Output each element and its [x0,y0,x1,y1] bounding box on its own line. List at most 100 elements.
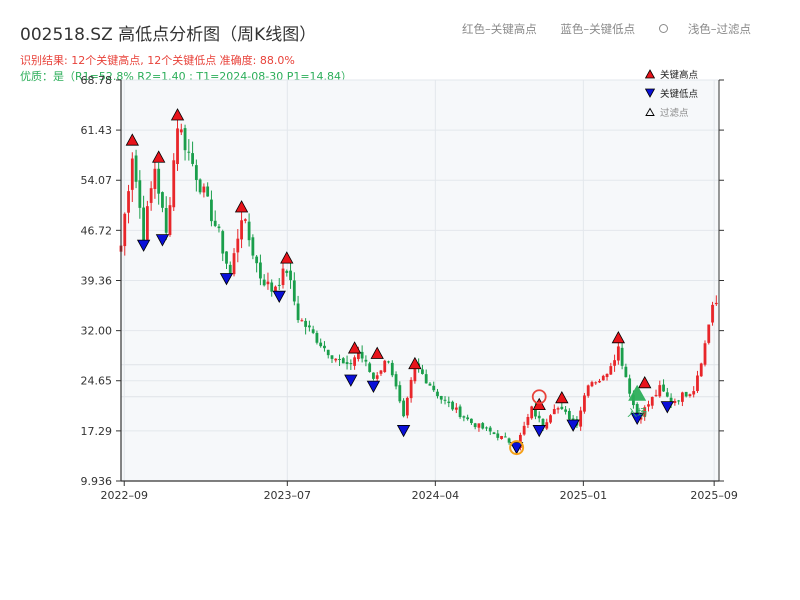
candle-body [530,406,534,419]
x-tick-label: 2025–01 [560,489,608,502]
candle-body [213,220,217,226]
candle-body [307,325,311,328]
y-tick-label: 61.43 [81,124,113,137]
candle-body [338,358,341,360]
candle-body [424,374,428,384]
candle-body [669,397,673,404]
candle-body [714,302,718,305]
candle-body [628,378,632,394]
x-tick-label: 2024–04 [412,489,460,502]
grid-lines [121,79,719,482]
color-legend: 红色–关键高点 蓝色–关键低点 浅色–过滤点 [462,21,771,37]
candle-body [647,404,650,407]
candle-body [583,395,586,412]
candle-body [390,362,394,376]
candle-body [677,400,681,402]
x-tick-label: 2022–09 [100,489,148,502]
candle-body [255,256,259,264]
candle-body [613,360,616,366]
key-low-marker [344,374,358,387]
key-high-marker [170,108,185,121]
candle-body [639,417,643,420]
key-low-marker [366,380,381,393]
candle-body [243,219,247,221]
filter-triangle-icon [645,107,655,116]
candle-body [526,416,530,425]
candle-body [292,280,296,302]
candle-body [635,404,639,420]
candle-body [684,391,688,397]
candle-body [696,375,699,392]
candle-body [164,208,168,233]
key-high-marker [280,251,294,264]
candle-body [387,361,390,363]
candle-body [522,425,526,435]
candle-body [665,392,669,397]
candle-body [503,436,507,438]
candle-body [405,397,409,416]
candle-body [259,262,262,279]
candle-body [436,391,439,397]
key-low-marker [136,239,151,252]
candle-body [360,351,364,359]
key-low-marker [396,425,411,438]
candle-body [319,342,323,347]
candle-body [191,153,194,164]
candle-body [251,237,255,256]
candle-body [556,408,560,410]
candle-body [488,427,492,432]
candle-body [658,385,662,397]
candle-body [447,401,451,404]
candle-body [643,407,647,417]
axes: 9.936 17.29 24.65 32.00 39.36 46.72 54.07 61.43… [81,74,738,502]
candle-body [315,332,319,343]
entry-triangle [628,384,647,401]
candle-body [345,362,349,365]
candle-body [413,362,417,382]
candle-body [560,406,564,410]
candle-body [492,432,496,435]
legend-blue-label: 蓝色–关键低点 [560,22,636,36]
candle-body [330,355,334,359]
candle-body [183,128,187,151]
candle-body [421,369,424,374]
x-tick-label: 2025–09 [690,489,738,502]
candle-body [375,375,379,379]
candle-body [326,349,330,356]
candle-body [228,264,232,276]
light-circle-icon [658,24,668,33]
candle-body [650,396,654,406]
candle-body [477,423,481,428]
candle-body [372,372,375,379]
candle-body [364,359,368,362]
candle-body [439,395,443,400]
candle-body [176,128,179,165]
candle-body [210,199,213,222]
legend-light-label: 浅色–过滤点 [658,22,771,36]
key-low-marker [660,401,675,414]
candle-body [673,400,677,404]
candle-body [552,409,556,415]
y-tick-label: 32.00 [81,325,113,338]
key-low-marker [155,234,170,247]
candle-body [428,383,432,386]
key-high-marker [234,200,249,213]
candle-body [451,401,454,410]
candle-body [601,375,605,381]
candle-body [616,346,620,361]
key-high-marker [125,133,139,146]
marker-legend: 关键高点 关键低点 过滤点 [644,66,698,123]
candle-body [394,374,398,387]
candle-body [206,186,210,197]
key-high-marker [555,390,569,404]
result-summary: 识别结果: 12个关键高点, 12个关键低点 准确度: 88.0% [20,54,295,67]
candle-body [134,155,138,182]
candle-body [285,270,289,273]
candle-body [289,270,292,281]
candle-body [172,160,176,208]
key-low-marker [272,290,286,304]
candle-body [157,168,161,194]
candle-body [300,320,304,322]
key-high-marker [408,356,422,370]
